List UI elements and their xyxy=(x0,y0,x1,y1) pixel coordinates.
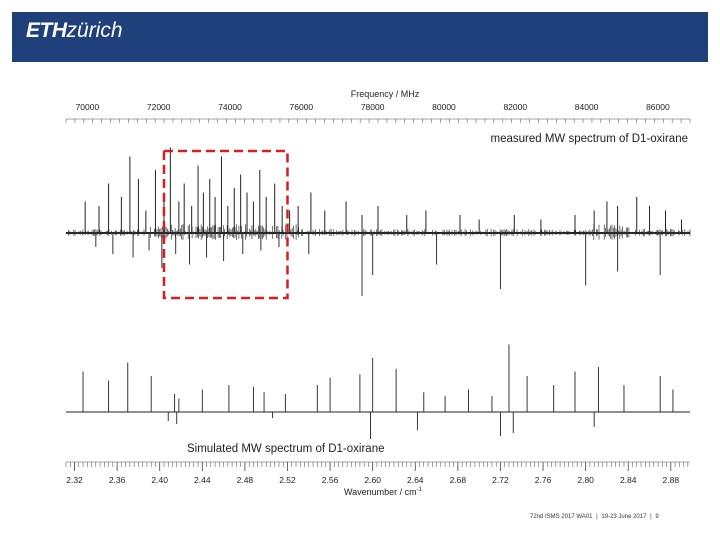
top-axis-label: Frequency / MHz xyxy=(351,89,420,99)
top-tick-label: 82000 xyxy=(503,102,527,112)
bottom-wavenumber-axis: Wavenumber / cm-1 2.32 2.36 2.40 2.44 2.48 2.… xyxy=(65,461,690,497)
top-tick-label: 84000 xyxy=(575,102,599,112)
footer-separator: | xyxy=(596,514,598,520)
highlight-region-box xyxy=(162,149,289,300)
bottom-tick-label: 2.40 xyxy=(151,475,168,485)
logo-eth: ETH xyxy=(26,19,67,42)
bottom-tick-label: 2.68 xyxy=(450,475,467,485)
bottom-tick-label: 2.36 xyxy=(109,475,126,485)
bottom-tick-label: 2.44 xyxy=(194,475,211,485)
bottom-tick-label: 2.52 xyxy=(279,475,296,485)
top-tick-label: 70000 xyxy=(76,102,100,112)
bottom-tick-label: 2.32 xyxy=(66,475,83,485)
bottom-tick-label: 2.80 xyxy=(577,475,594,485)
footer: 72nd ISMS 2017 WA01 | 19-23 June 2017 | … xyxy=(530,514,661,520)
bottom-tick-label: 2.88 xyxy=(663,475,680,485)
footer-event: 72nd ISMS 2017 WA01 xyxy=(530,514,593,520)
eth-zurich-logo[interactable]: ETHzürich xyxy=(26,19,123,43)
bottom-tick-label: 2.64 xyxy=(407,475,424,485)
simulated-spectrum-title: Simulated MW spectrum of D1-oxirane xyxy=(187,443,384,455)
simulated-spectrum-sticks xyxy=(66,344,690,439)
top-tick-label: 86000 xyxy=(646,102,670,112)
measured-spectrum-trace xyxy=(65,147,691,296)
footer-date: 19-23 June 2017 xyxy=(601,514,647,520)
top-tick-label: 78000 xyxy=(361,102,385,112)
bottom-tick-label: 2.56 xyxy=(322,475,339,485)
top-tick-label: 72000 xyxy=(147,102,171,112)
bottom-tick-label: 2.72 xyxy=(492,475,509,485)
bottom-tick-label: 2.48 xyxy=(237,475,254,485)
bottom-tick-label: 2.84 xyxy=(620,475,637,485)
bottom-tick-label: 2.60 xyxy=(364,475,381,485)
measured-spectrum-title: measured MW spectrum of D1-oxirane xyxy=(491,133,688,145)
top-tick-label: 76000 xyxy=(290,102,314,112)
top-tick-label: 74000 xyxy=(218,102,242,112)
logo-zurich: zürich xyxy=(66,19,123,42)
header-bar: ETHzürich xyxy=(12,12,708,62)
footer-separator: | xyxy=(650,514,652,520)
bottom-axis-label: Wavenumber / cm-1 xyxy=(344,487,423,497)
top-tick-label: 80000 xyxy=(432,102,456,112)
footer-page-number: 9 xyxy=(655,514,659,520)
top-frequency-axis: Frequency / MHz 70000 72000 74000 76000 7800… xyxy=(65,89,691,123)
bottom-tick-label: 2.76 xyxy=(535,475,552,485)
